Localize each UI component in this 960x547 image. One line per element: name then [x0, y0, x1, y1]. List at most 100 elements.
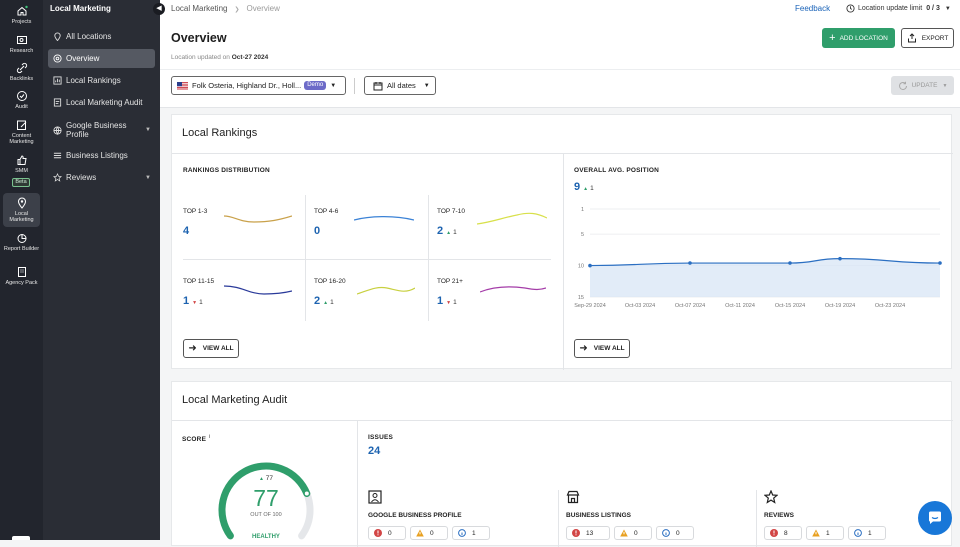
- notices-pill[interactable]: 1: [848, 526, 886, 540]
- view-all-rankings-button[interactable]: ➜ VIEW ALL: [183, 339, 239, 358]
- notices-count: 0: [676, 529, 680, 537]
- sidebar-item-local-rankings[interactable]: Local Rankings: [48, 71, 155, 90]
- divider: [172, 420, 953, 421]
- data-point: [588, 263, 592, 268]
- rail-item-content-marketing[interactable]: Content Marketing: [3, 119, 40, 145]
- tile-value-text: 1: [437, 295, 444, 307]
- star-icon: [53, 173, 62, 182]
- notices-pill[interactable]: 0: [656, 526, 694, 540]
- rail-item-projects[interactable]: Projects: [3, 5, 40, 25]
- warnings-count: 0: [430, 529, 434, 537]
- warnings-pill[interactable]: 0: [614, 526, 652, 540]
- data-point: [938, 261, 942, 265]
- location-update-limit[interactable]: Location update limit 0 / 3 ▼: [846, 4, 951, 13]
- x-tick-label: Oct-11 2024: [725, 303, 755, 309]
- tile-value-text: 2: [314, 295, 321, 307]
- rail-item-report-builder[interactable]: Report Builder: [3, 232, 40, 252]
- notices-count: 1: [472, 529, 476, 537]
- divider: [756, 490, 757, 547]
- x-tick-label: Oct-19 2024: [825, 303, 855, 309]
- breadcrumb: Local Marketing ❯ Overview: [171, 4, 280, 13]
- sidebar-item-local-marketing-audit[interactable]: Local Marketing Audit: [48, 93, 155, 112]
- date-range-select[interactable]: All dates ▼: [364, 76, 436, 95]
- section-label: OVERALL AVG. POSITION: [574, 167, 659, 174]
- info-icon[interactable]: i: [209, 434, 211, 440]
- export-button[interactable]: EXPORT: [901, 28, 954, 48]
- rail-label: Content Marketing: [9, 133, 34, 145]
- sparkline-top-11-15: [224, 285, 292, 295]
- sidebar-item-google-business-profile[interactable]: Google Business Profile ▼: [48, 119, 155, 141]
- rail-item-smm[interactable]: SMM: [3, 154, 40, 174]
- rail-label: Research: [9, 48, 34, 54]
- errors-count: 0: [388, 529, 392, 537]
- rail-label: Report Builder: [3, 246, 40, 252]
- tile-value: 21: [314, 295, 334, 307]
- notice-icon: [662, 529, 670, 537]
- rail-item-audit[interactable]: Audit: [3, 90, 40, 110]
- sidebar-item-label: Reviews: [66, 173, 97, 182]
- issue-group-label: REVIEWS: [764, 512, 794, 519]
- sidebar-item-label: Business Listings: [66, 151, 128, 160]
- tile-label: TOP 1-3: [183, 208, 208, 215]
- view-all-label: VIEW ALL: [202, 345, 234, 352]
- sidebar-item-business-listings[interactable]: Business Listings: [48, 146, 155, 165]
- sidebar-title: Local Marketing: [50, 4, 111, 13]
- rail-label: Local Marketing: [9, 211, 34, 223]
- divider: [183, 259, 551, 260]
- y-tick-label: 1: [581, 207, 584, 213]
- collapse-sidebar-button[interactable]: ◀: [153, 3, 165, 15]
- score-delta-text: 77: [265, 475, 273, 482]
- rail-item-agency-pack[interactable]: Agency Pack: [3, 266, 40, 286]
- y-tick-label: 10: [578, 264, 584, 270]
- card-title: Local Rankings: [182, 127, 258, 139]
- errors-pill[interactable]: 0: [368, 526, 406, 540]
- avg-position-text: 9: [574, 181, 581, 193]
- tile-value-text: 2: [437, 225, 444, 237]
- rail-item-research[interactable]: Research: [3, 34, 40, 54]
- calendar-icon: [373, 81, 383, 90]
- tile-label: TOP 16-20: [314, 278, 346, 285]
- chat-button[interactable]: [918, 501, 952, 535]
- arrow-right-icon: ➜: [188, 342, 197, 354]
- icon-rail: Projects Research Backlinks Audit Conten…: [0, 0, 43, 540]
- y-tick-label: 5: [581, 232, 584, 238]
- building-icon: [17, 267, 26, 277]
- main-content: Local Marketing ❯ Overview Feedback Locati…: [160, 0, 960, 547]
- rail-label: SMM: [15, 168, 28, 174]
- add-location-button[interactable]: + ADD LOCATION: [822, 28, 895, 48]
- warnings-pill[interactable]: 1: [806, 526, 844, 540]
- score-delta: ▲ 77: [259, 475, 273, 482]
- notices-pill[interactable]: 1: [452, 526, 490, 540]
- errors-pill[interactable]: 13: [566, 526, 610, 540]
- gauge-fill: [218, 462, 311, 540]
- rail-bottom-tab[interactable]: [12, 536, 30, 540]
- location-select[interactable]: Folk Osteria, Highland Dr., Holl... Demo…: [171, 76, 346, 95]
- view-all-avg-button[interactable]: ➜ VIEW ALL: [574, 339, 630, 358]
- issue-group-label: GOOGLE BUSINESS PROFILE: [368, 512, 462, 519]
- edit-icon: [16, 120, 26, 130]
- sidebar-item-overview[interactable]: Overview: [48, 49, 155, 68]
- chevron-right-icon: ❯: [234, 7, 240, 13]
- warning-icon: [620, 529, 628, 537]
- tile-value: 0: [314, 225, 320, 237]
- star-icon: [764, 490, 778, 504]
- tile-value-text: 0: [314, 225, 321, 237]
- breadcrumb-link[interactable]: Local Marketing: [171, 4, 228, 13]
- feedback-link[interactable]: Feedback: [795, 4, 831, 13]
- update-button[interactable]: UPDATE ▼: [891, 76, 954, 95]
- rail-item-local-marketing[interactable]: Local Marketing: [3, 193, 40, 227]
- warning-icon: [812, 529, 820, 537]
- data-point: [788, 261, 792, 265]
- sidebar-item-all-locations[interactable]: All Locations: [48, 27, 155, 46]
- rail-item-backlinks[interactable]: Backlinks: [3, 62, 40, 82]
- error-icon: [572, 529, 580, 537]
- location-updated: Location updated on Oct-27 2024: [171, 54, 268, 61]
- export-icon: [907, 33, 916, 43]
- tile-label: TOP 4-6: [314, 208, 339, 215]
- limit-label: Location update limit: [858, 5, 923, 12]
- errors-pill[interactable]: 8: [764, 526, 802, 540]
- divider: [354, 78, 355, 94]
- sidebar-item-reviews[interactable]: Reviews ▼: [48, 168, 155, 187]
- warnings-pill[interactable]: 0: [410, 526, 448, 540]
- data-point: [838, 256, 842, 261]
